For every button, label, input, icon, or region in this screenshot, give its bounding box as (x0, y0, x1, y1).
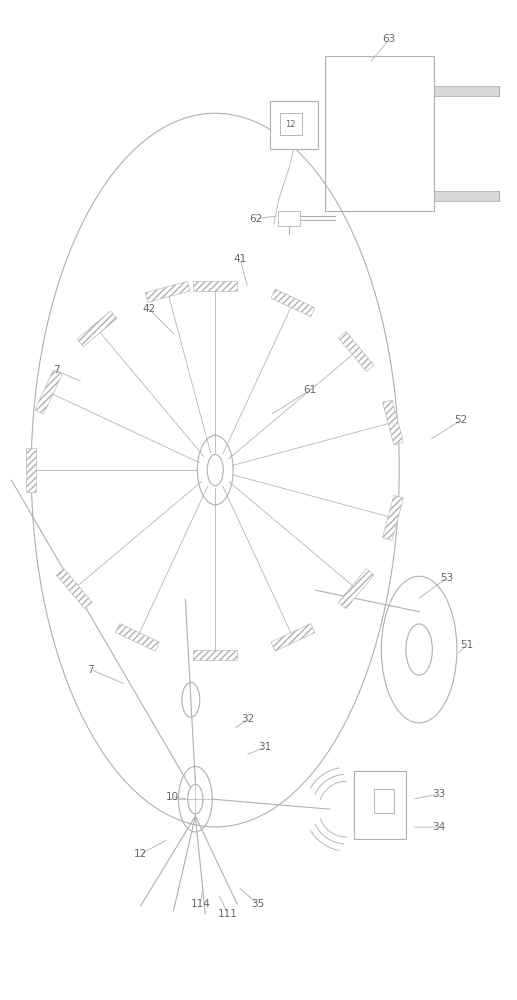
Bar (434, 86, 499, 96)
Text: 111: 111 (218, 909, 238, 919)
Bar (355, 771, 406, 839)
Text: 51: 51 (460, 640, 474, 650)
Bar (270, 101, 317, 149)
Text: 33: 33 (432, 789, 446, 799)
Text: 63: 63 (383, 34, 396, 44)
Text: 32: 32 (241, 714, 255, 724)
Text: 114: 114 (190, 899, 210, 909)
Text: 34: 34 (432, 822, 446, 832)
Polygon shape (338, 569, 374, 609)
Bar (434, 191, 499, 201)
Polygon shape (26, 448, 36, 492)
Polygon shape (383, 400, 403, 445)
Polygon shape (115, 623, 159, 651)
Bar (278, 211, 300, 226)
Text: 53: 53 (440, 573, 453, 583)
Text: 7: 7 (87, 665, 94, 675)
Polygon shape (193, 281, 237, 291)
Polygon shape (56, 569, 92, 609)
Polygon shape (271, 289, 315, 317)
Polygon shape (383, 495, 403, 540)
Polygon shape (338, 331, 374, 372)
Text: 41: 41 (234, 254, 247, 264)
Polygon shape (145, 281, 190, 302)
Text: 35: 35 (251, 899, 265, 909)
Polygon shape (77, 311, 117, 347)
Text: 12: 12 (134, 849, 147, 859)
Text: 12: 12 (285, 120, 296, 129)
Bar (325, 56, 434, 211)
Text: 42: 42 (142, 304, 155, 314)
Text: 62: 62 (249, 214, 263, 224)
Polygon shape (35, 370, 62, 414)
Bar (280, 113, 302, 135)
Bar (374, 789, 394, 813)
Text: 61: 61 (303, 385, 316, 395)
Text: 52: 52 (454, 415, 467, 425)
Text: 7: 7 (53, 365, 59, 375)
Text: 31: 31 (258, 742, 271, 752)
Polygon shape (193, 650, 237, 660)
Polygon shape (271, 623, 315, 651)
Text: 10: 10 (166, 792, 179, 802)
